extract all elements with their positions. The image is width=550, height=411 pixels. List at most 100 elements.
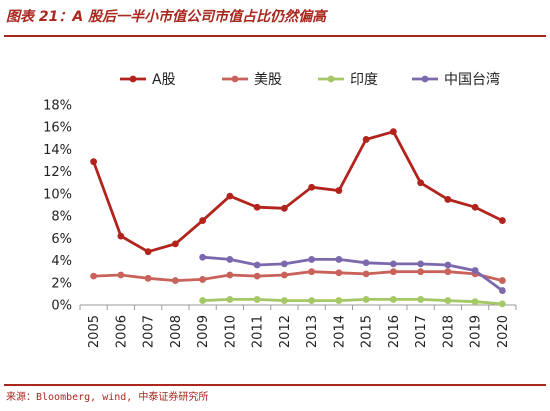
x-tick-label: 2019 [469, 315, 484, 348]
data-point [362, 270, 370, 278]
data-point [335, 256, 343, 263]
x-tick-label: 2017 [414, 315, 429, 348]
data-point [389, 128, 397, 136]
data-point [226, 271, 234, 279]
data-point [498, 300, 506, 308]
data-point [199, 253, 207, 261]
data-point [362, 136, 370, 143]
legend-marker-1 [231, 75, 239, 83]
x-tick-label: 2007 [142, 315, 157, 348]
data-point [389, 260, 397, 268]
x-tick-label: 2014 [332, 315, 347, 348]
data-point [335, 187, 343, 194]
x-tick-label: 2015 [360, 315, 375, 348]
x-tick-label: 2005 [87, 315, 102, 348]
data-point [144, 248, 152, 256]
legend-marker-0 [129, 75, 137, 83]
data-point [444, 268, 452, 276]
data-point [253, 261, 261, 269]
data-point [90, 158, 98, 166]
source-note: 来源：Bloomberg, wind, 中泰证券研究所 [6, 392, 209, 403]
x-tick-label: 2006 [114, 315, 129, 348]
data-point [280, 204, 288, 212]
data-point [444, 297, 452, 304]
data-point [280, 297, 288, 304]
x-tick-label: 2016 [387, 315, 402, 348]
data-point [308, 183, 316, 191]
data-point [253, 203, 261, 211]
data-point [199, 276, 207, 283]
data-point [226, 192, 234, 200]
data-point [308, 297, 316, 304]
legend-marker-2 [327, 75, 335, 83]
legend-label-2: 印度 [350, 72, 378, 88]
data-point [335, 297, 343, 304]
data-point [117, 271, 125, 279]
series-group [90, 128, 506, 308]
series-line-3 [201, 255, 504, 292]
y-tick-label: 6% [51, 232, 72, 247]
data-point [417, 296, 425, 303]
source-divider [4, 384, 546, 386]
data-point [417, 268, 425, 276]
legend: A股 美股 印度 中国台湾 [120, 71, 500, 88]
data-point [417, 179, 425, 187]
data-point [362, 296, 370, 303]
data-point [117, 232, 125, 240]
data-point [144, 274, 152, 282]
y-axis: 0% 2% 4% 6% 8% 10% 12% 14% 16% 18% [43, 99, 72, 314]
data-point [253, 296, 261, 303]
data-point [226, 296, 234, 303]
x-tick-label: 2009 [196, 315, 211, 348]
x-tick-label: 2013 [305, 315, 320, 348]
legend-label-3: 中国台湾 [444, 71, 500, 88]
data-point [253, 272, 261, 280]
data-point [389, 268, 397, 276]
data-point [90, 272, 98, 280]
series-line-0 [92, 130, 504, 254]
data-point [471, 203, 479, 211]
data-point [308, 256, 316, 263]
y-tick-label: 14% [43, 143, 72, 158]
y-tick-label: 8% [51, 210, 72, 225]
series-line-2 [201, 298, 504, 306]
data-point [171, 277, 179, 284]
y-tick-label: 10% [43, 187, 72, 202]
chart-title: 图表 21：A 股后一半小市值公司市值占比仍然偏高 [6, 9, 327, 25]
x-tick-label: 2010 [223, 315, 238, 348]
data-point [199, 297, 207, 304]
data-point [471, 267, 479, 274]
data-point [389, 296, 397, 303]
data-point [280, 271, 288, 279]
series-line-1 [92, 270, 504, 282]
data-point [471, 298, 479, 306]
y-tick-label: 4% [51, 254, 72, 269]
data-point [199, 217, 207, 224]
data-point [171, 240, 179, 248]
legend-label-1: 美股 [254, 72, 282, 88]
y-tick-label: 12% [43, 165, 72, 180]
title-divider [4, 35, 546, 37]
y-tick-label: 18% [43, 99, 72, 114]
x-tick-label: 2011 [251, 315, 266, 348]
data-point [444, 196, 452, 203]
data-point [498, 217, 506, 224]
legend-marker-3 [421, 75, 429, 83]
x-axis: 2005 2006 2007 2008 2009 2010 2011 2012 2013 2014… [79, 304, 517, 348]
y-tick-label: 0% [51, 299, 72, 314]
y-tick-label: 2% [51, 276, 72, 291]
data-point [335, 269, 343, 277]
data-point [280, 260, 288, 268]
legend-label-0: A股 [152, 72, 176, 88]
x-tick-label: 2020 [496, 315, 511, 348]
data-point [308, 268, 316, 276]
x-tick-label: 2018 [441, 315, 456, 348]
data-point [226, 256, 234, 263]
x-tick-label: 2012 [278, 315, 293, 348]
data-point [498, 287, 506, 294]
data-point [444, 261, 452, 269]
data-point [498, 277, 506, 284]
data-point [362, 259, 370, 267]
data-point [417, 260, 425, 268]
